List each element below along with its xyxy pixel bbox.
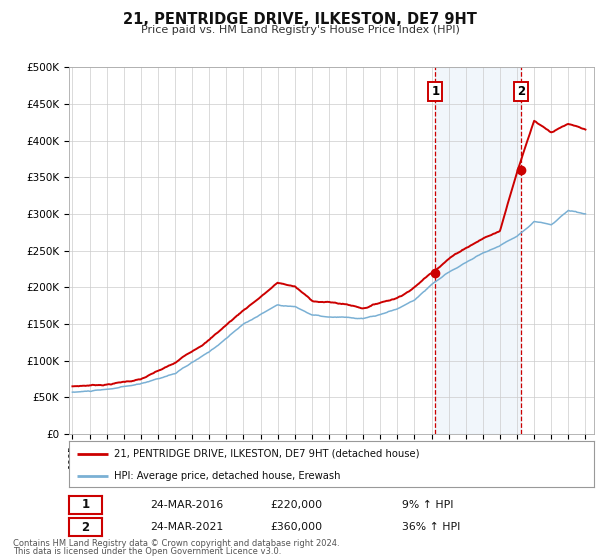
Text: £360,000: £360,000: [270, 522, 322, 532]
Text: 9% ↑ HPI: 9% ↑ HPI: [402, 500, 454, 510]
Text: 21, PENTRIDGE DRIVE, ILKESTON, DE7 9HT (detached house): 21, PENTRIDGE DRIVE, ILKESTON, DE7 9HT (…: [113, 449, 419, 459]
Bar: [436, 67, 521, 434]
Text: 2: 2: [82, 521, 89, 534]
Text: This data is licensed under the Open Government Licence v3.0.: This data is licensed under the Open Gov…: [13, 547, 281, 556]
Text: 24-MAR-2021: 24-MAR-2021: [150, 522, 223, 532]
Text: Contains HM Land Registry data © Crown copyright and database right 2024.: Contains HM Land Registry data © Crown c…: [13, 539, 340, 548]
Text: 1: 1: [431, 85, 440, 98]
Text: £220,000: £220,000: [270, 500, 322, 510]
Text: HPI: Average price, detached house, Erewash: HPI: Average price, detached house, Erew…: [113, 471, 340, 480]
Text: 21, PENTRIDGE DRIVE, ILKESTON, DE7 9HT: 21, PENTRIDGE DRIVE, ILKESTON, DE7 9HT: [123, 12, 477, 27]
Text: 36% ↑ HPI: 36% ↑ HPI: [402, 522, 460, 532]
Text: 1: 1: [82, 498, 89, 511]
Text: Price paid vs. HM Land Registry's House Price Index (HPI): Price paid vs. HM Land Registry's House …: [140, 25, 460, 35]
Text: 24-MAR-2016: 24-MAR-2016: [150, 500, 223, 510]
Text: 2: 2: [517, 85, 525, 98]
